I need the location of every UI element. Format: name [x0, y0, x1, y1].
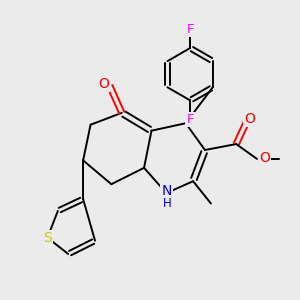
Text: F: F: [186, 113, 194, 126]
Text: N: N: [161, 184, 172, 198]
Text: O: O: [98, 77, 109, 91]
Text: S: S: [43, 231, 52, 245]
Text: O: O: [244, 112, 255, 126]
Text: H: H: [163, 197, 171, 210]
Text: O: O: [259, 151, 270, 165]
Text: F: F: [186, 22, 194, 35]
